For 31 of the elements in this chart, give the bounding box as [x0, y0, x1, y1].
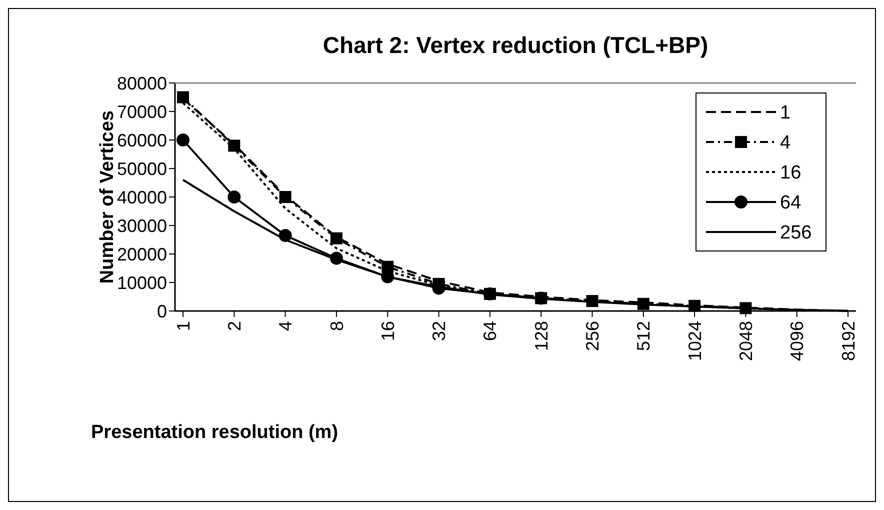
- legend-label: 1: [780, 102, 791, 124]
- x-tick-label: 512: [634, 321, 654, 352]
- x-axis-title: Presentation resolution (m): [91, 422, 338, 443]
- legend-label: 256: [780, 222, 812, 244]
- y-tick-label: 60000: [116, 130, 167, 150]
- x-tick-label: 1: [173, 321, 194, 332]
- y-tick-label: 50000: [116, 158, 167, 179]
- legend-label: 16: [780, 162, 802, 184]
- legend-label: 4: [780, 132, 791, 154]
- y-tick-label: 80000: [116, 73, 167, 94]
- x-tick-label: 4: [276, 321, 296, 332]
- y-tick-label: 40000: [116, 187, 167, 208]
- x-tick-label: 4096: [787, 321, 808, 362]
- y-tick-label: 30000: [116, 216, 167, 236]
- y-tick-label: 0: [156, 301, 167, 322]
- y-tick-label: 20000: [116, 244, 167, 264]
- x-tick-label: 256: [582, 321, 603, 352]
- x-tick-label: 16: [378, 321, 398, 342]
- x-tick-label: 32: [429, 321, 450, 342]
- y-tick-label: 70000: [116, 102, 167, 122]
- x-tick-label: 2048: [736, 321, 756, 362]
- x-tick-label: 64: [480, 321, 500, 342]
- x-tick-label: 1024: [684, 321, 705, 362]
- y-axis-title: Number of Vertices: [97, 110, 118, 284]
- x-tick-label: 2: [224, 321, 244, 332]
- legend-label: 64: [780, 192, 802, 214]
- x-tick-label: 8: [326, 321, 347, 332]
- x-tick-label: 128: [531, 321, 552, 352]
- x-tick-label: 8192: [838, 321, 858, 362]
- y-tick-label: 10000: [116, 272, 167, 293]
- chart-title: Chart 2: Vertex reduction (TCL+BP): [322, 32, 708, 58]
